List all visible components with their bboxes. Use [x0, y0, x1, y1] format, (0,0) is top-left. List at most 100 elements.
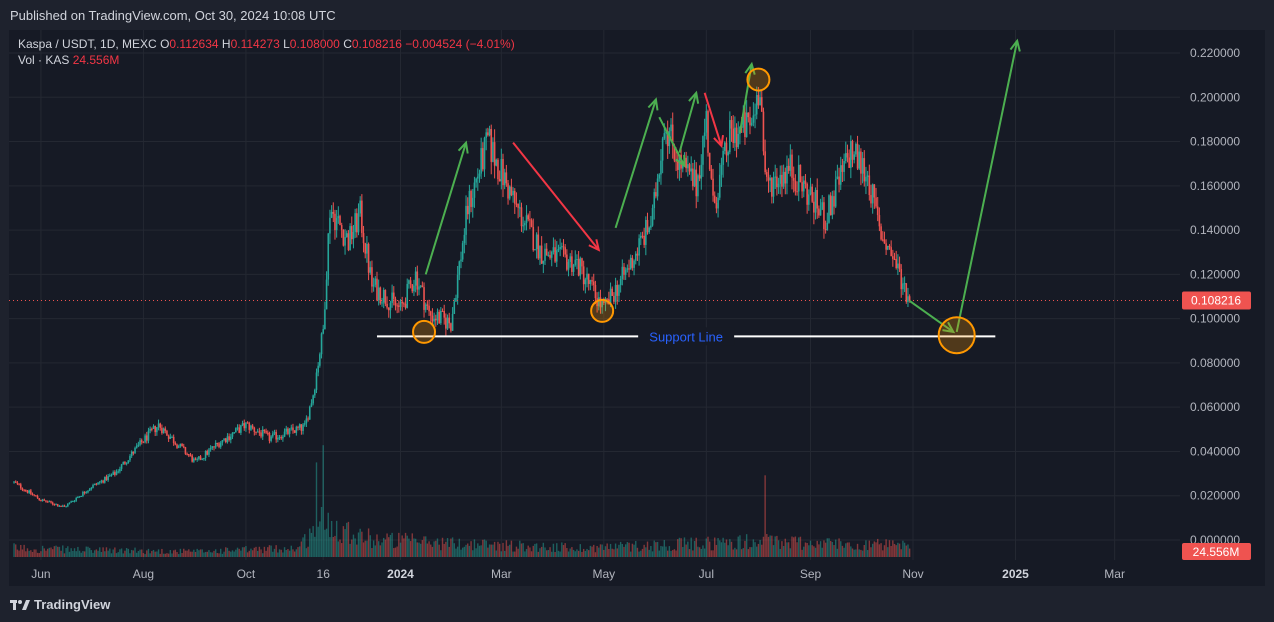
volume-bar: [687, 541, 689, 557]
candle-body: [629, 257, 632, 270]
candle-body: [648, 227, 650, 233]
candle-body: [443, 311, 445, 318]
volume-bar: [843, 547, 845, 557]
volume-bar: [235, 549, 237, 557]
volume-bar: [895, 545, 897, 557]
volume-bar: [651, 551, 654, 557]
candle-body: [204, 450, 207, 458]
candle-body: [297, 426, 299, 428]
candle-body: [67, 503, 69, 507]
candle-body: [152, 426, 155, 429]
candle-body: [673, 145, 676, 161]
candle-body: [283, 431, 286, 437]
candle-body: [626, 268, 629, 270]
candle-body: [319, 354, 321, 366]
circle-marker: [937, 316, 976, 355]
candle-body: [325, 279, 328, 310]
candle-body: [401, 301, 403, 304]
volume-bar: [228, 550, 230, 557]
candle-body: [880, 226, 882, 240]
chart-pane[interactable]: [9, 30, 1265, 586]
volume-bar: [349, 543, 351, 557]
volume-bar: [650, 545, 652, 557]
candle-body: [597, 297, 600, 307]
candle-body: [411, 284, 414, 292]
volume-bar: [408, 538, 410, 557]
candle-body: [777, 183, 780, 188]
candle-body: [466, 205, 469, 215]
candle-body: [881, 239, 884, 241]
candle-body: [384, 289, 387, 304]
candle-body: [505, 172, 508, 184]
candle-body: [426, 304, 429, 306]
circle-marker: [412, 319, 437, 344]
volume-bar: [275, 545, 277, 557]
candle-body: [404, 303, 407, 308]
candle-body: [802, 180, 805, 192]
tradingview-logo[interactable]: TradingView: [10, 597, 110, 612]
volume-bar: [124, 550, 126, 557]
volume-bar: [818, 544, 820, 557]
candle-body: [293, 430, 296, 433]
candle-body: [603, 301, 605, 304]
candle-body: [757, 95, 760, 106]
candle-body: [367, 243, 370, 273]
candle-body: [461, 243, 464, 260]
volume-bar: [500, 551, 503, 557]
volume-bar: [216, 553, 219, 557]
candle-body: [187, 454, 190, 456]
candle-body: [482, 148, 484, 170]
candle-body: [561, 246, 563, 248]
candle-body: [550, 252, 553, 258]
volume-bar: [320, 506, 323, 557]
volume-bar: [470, 541, 472, 557]
candle-body: [216, 442, 219, 444]
candle-body: [850, 140, 852, 168]
candle-body: [520, 207, 523, 227]
volume-bar: [574, 551, 576, 557]
candle-body: [663, 133, 666, 139]
volume-bar: [426, 543, 429, 557]
candle-body: [70, 501, 72, 503]
candle-body: [182, 446, 185, 448]
volume-bar: [542, 542, 545, 557]
candle-body: [722, 150, 724, 165]
candle-body: [735, 127, 738, 148]
volume-bar: [663, 540, 666, 557]
volume-bar: [60, 550, 62, 557]
candle-body: [873, 184, 876, 198]
volume-bar: [453, 543, 455, 557]
volume-bar: [344, 529, 346, 557]
candle-body: [177, 446, 180, 448]
volume-bar: [636, 547, 639, 557]
candle-body: [40, 499, 42, 501]
volume-bar: [509, 544, 511, 557]
volume-bar: [813, 546, 815, 557]
volume-bar: [666, 550, 669, 557]
green-arrow: [955, 40, 1019, 333]
candle-body: [36, 496, 39, 499]
volume-bar: [774, 536, 776, 557]
candle-body: [787, 165, 790, 171]
candle-body: [377, 287, 380, 301]
volume-bar: [591, 546, 593, 557]
candle-body: [492, 142, 494, 162]
candle-body: [875, 197, 877, 207]
candle-body: [658, 174, 661, 179]
volume-bar: [861, 550, 864, 557]
candle-body: [708, 152, 711, 170]
volume-bar: [858, 549, 860, 557]
volume-bar: [515, 546, 518, 557]
x-tick-label: Jun: [31, 567, 50, 581]
volume-bar: [824, 542, 827, 557]
volume-bar: [621, 543, 624, 557]
y-tick-label: 0.040000: [1190, 444, 1240, 458]
candle-body: [16, 482, 19, 484]
candle-body: [680, 154, 682, 169]
candle-body: [823, 202, 825, 230]
volume-bar: [351, 539, 353, 557]
candle-body: [329, 217, 331, 234]
volume-bar: [92, 552, 94, 557]
volume-bar: [769, 535, 771, 557]
